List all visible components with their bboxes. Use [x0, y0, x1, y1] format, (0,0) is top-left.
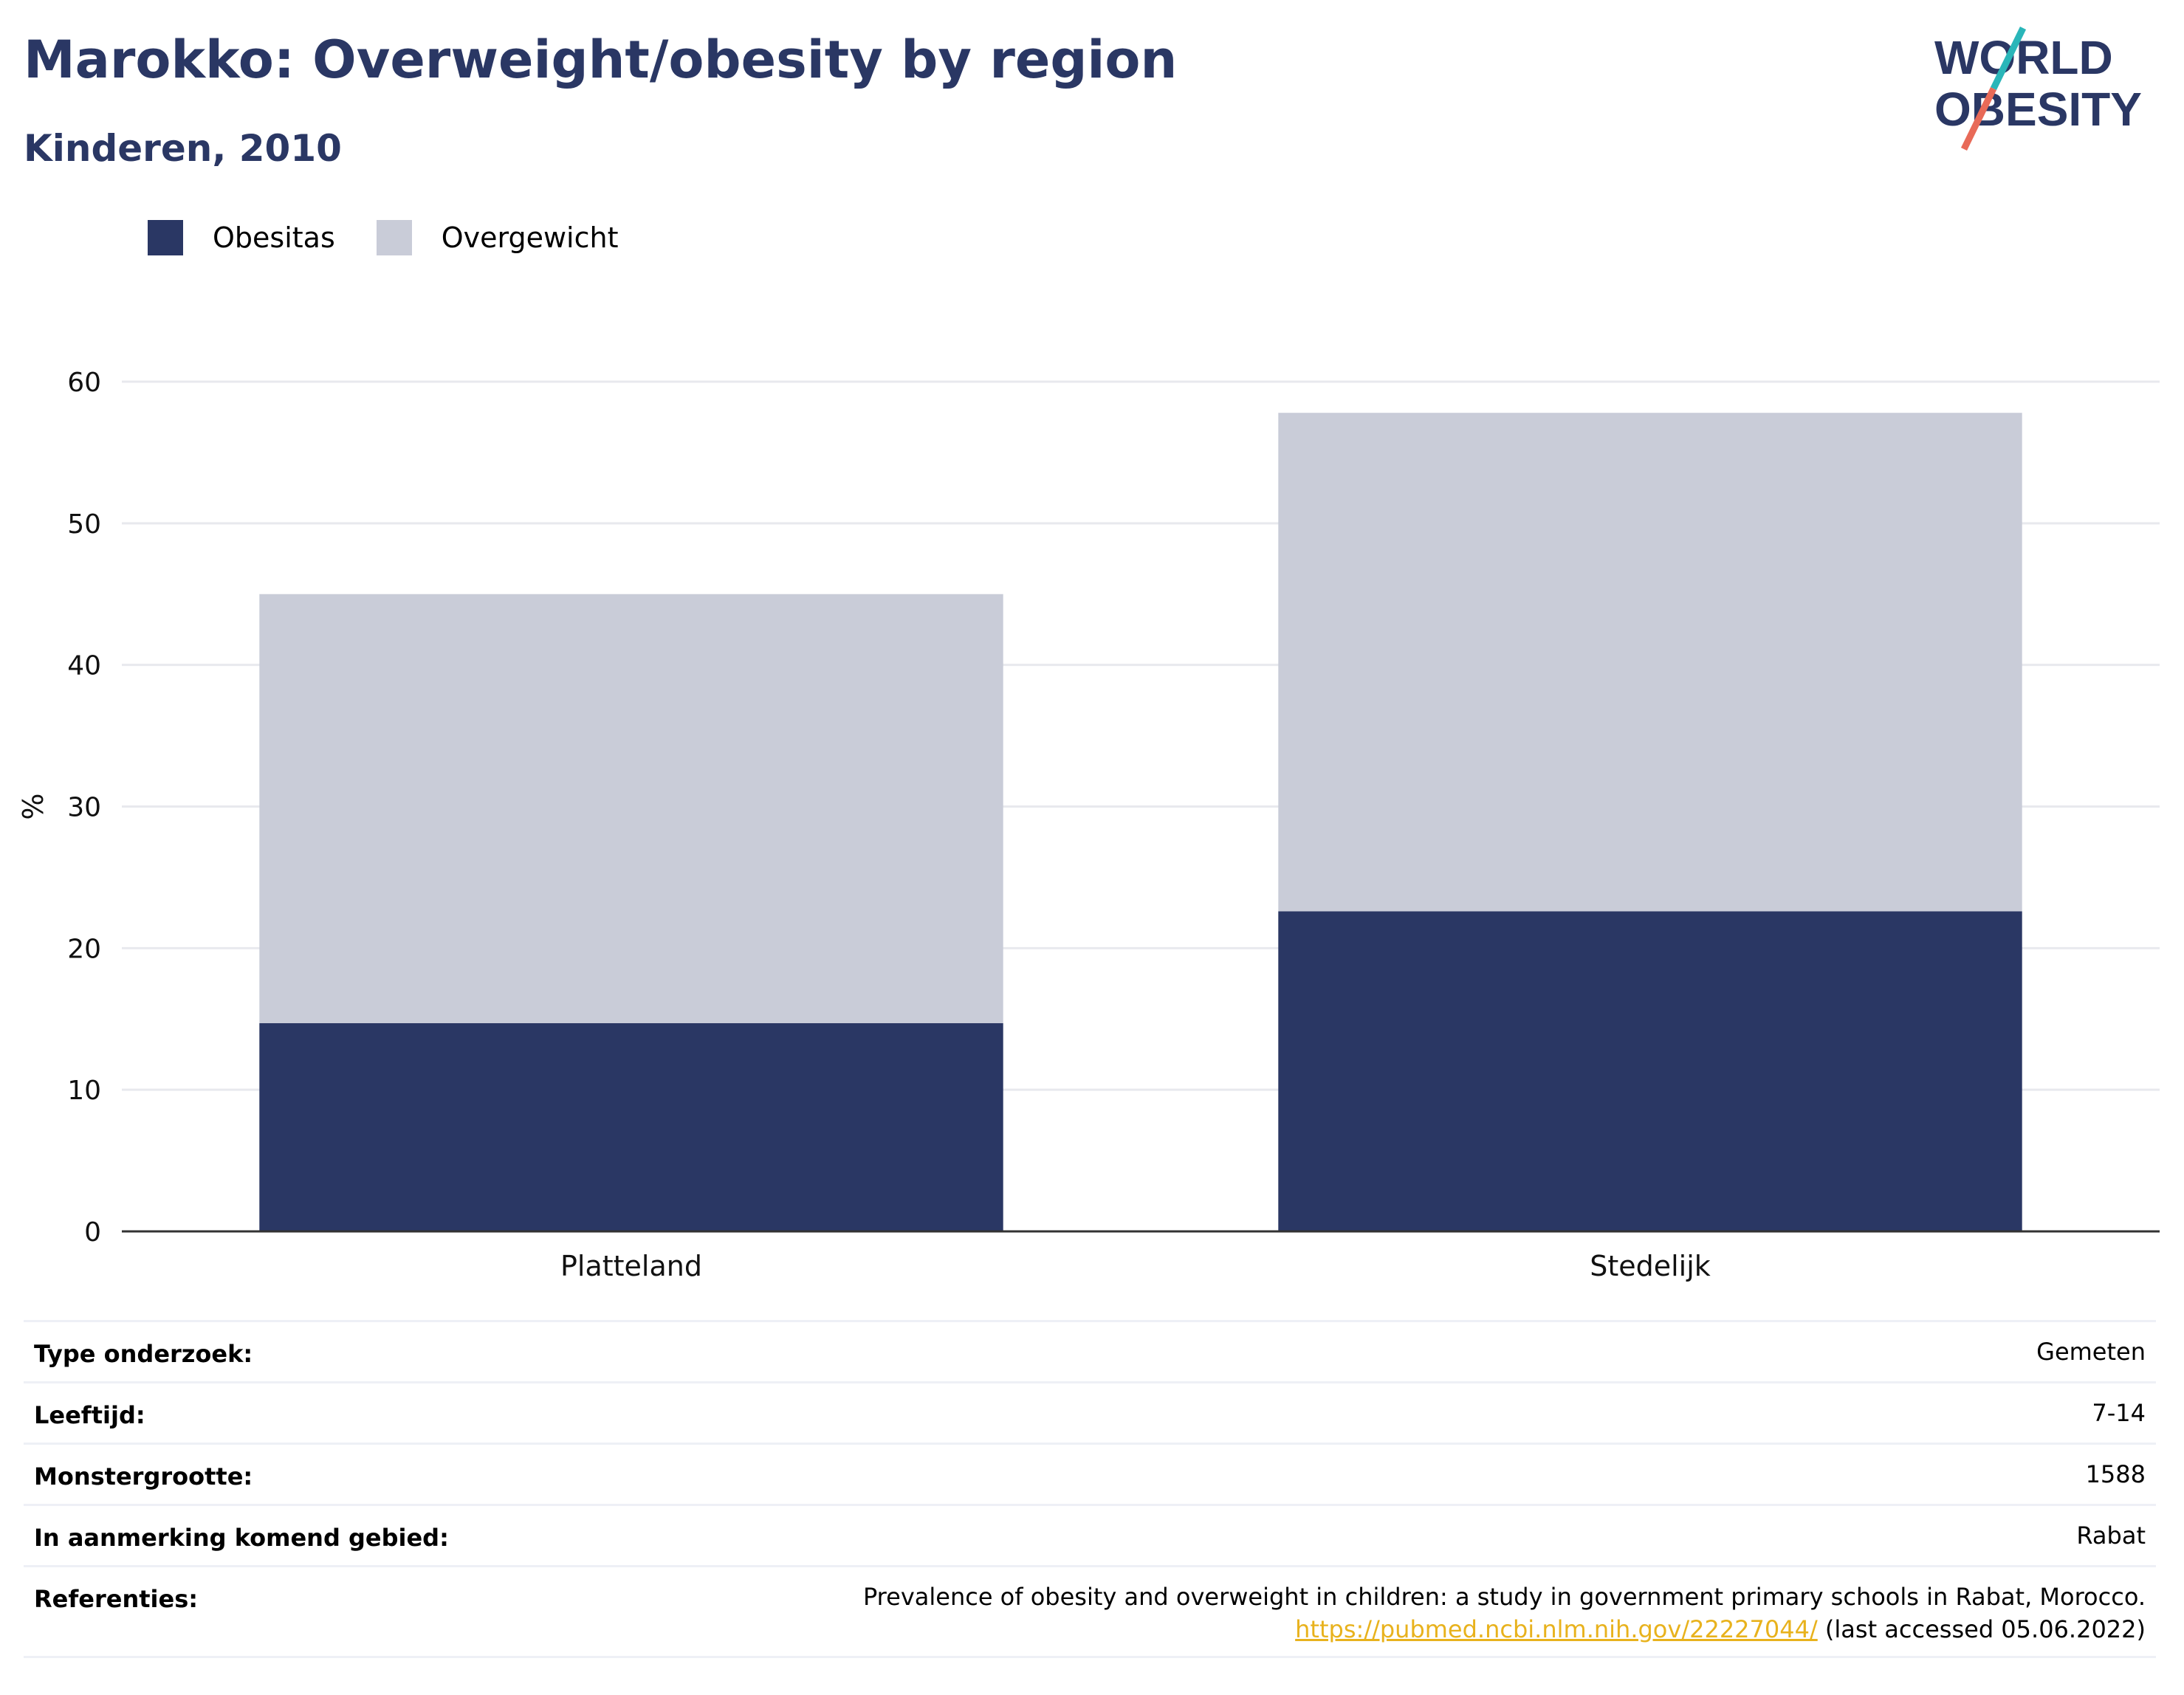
info-label-type: Type onderzoek: — [34, 1340, 253, 1368]
info-row-references: Referenties: Prevalence of obesity and o… — [24, 1565, 2156, 1658]
info-value-references: Prevalence of obesity and overweight in … — [863, 1581, 2146, 1646]
legend-item-overgewicht[interactable]: Overgewicht — [376, 220, 619, 255]
info-row-type: Type onderzoek: Gemeten — [24, 1320, 2156, 1381]
logo-accent-coral — [1960, 87, 1997, 151]
logo-line2: OBESITY — [1934, 83, 2142, 136]
bar-obesitas-platteland — [259, 1023, 1003, 1231]
legend-swatch-obesitas — [148, 220, 183, 255]
y-axis-label: % — [17, 793, 49, 819]
y-tick-label: 0 — [84, 1217, 101, 1248]
y-tick-label: 20 — [67, 934, 101, 964]
x-tick-label: Platteland — [560, 1250, 702, 1282]
info-label-area: In aanmerking komend gebied: — [34, 1524, 449, 1552]
reference-accessed: (last accessed 05.06.2022) — [1824, 1615, 2146, 1643]
y-tick-label: 60 — [67, 368, 101, 398]
info-row-age: Leeftijd: 7-14 — [24, 1381, 2156, 1443]
info-value-type: Gemeten — [2036, 1338, 2146, 1366]
info-table: Type onderzoek: Gemeten Leeftijd: 7-14 M… — [24, 1320, 2156, 1658]
info-value-area: Rabat — [2076, 1522, 2146, 1550]
legend-item-obesitas[interactable]: Obesitas — [148, 220, 335, 255]
legend-label-overgewicht: Overgewicht — [441, 221, 619, 254]
bar-overgewicht-stedelijk — [1278, 413, 2022, 912]
logo-accent-teal — [1990, 27, 2027, 90]
info-value-sample: 1588 — [2085, 1460, 2146, 1488]
info-row-area: In aanmerking komend gebied: Rabat — [24, 1504, 2156, 1565]
y-tick-label: 50 — [67, 509, 101, 540]
stacked-bar-chart: 0 10 20 30 40 50 60 Platteland Stedelijk% — [17, 368, 2160, 1282]
y-tick-label: 30 — [67, 793, 101, 823]
bar-obesitas-stedelijk — [1278, 911, 2022, 1231]
info-row-sample: Monstergrootte: 1588 — [24, 1443, 2156, 1504]
logo-line1: WORLD — [1934, 31, 2113, 84]
info-value-age: 7-14 — [2092, 1399, 2146, 1427]
y-tick-label: 10 — [67, 1076, 101, 1106]
reference-link[interactable]: https://pubmed.ncbi.nlm.nih.gov/22227044… — [1295, 1615, 1818, 1643]
info-label-sample: Monstergrootte: — [34, 1462, 253, 1491]
info-label-references: Referenties: — [34, 1585, 199, 1613]
info-label-age: Leeftijd: — [34, 1401, 145, 1429]
legend-label-obesitas: Obesitas — [213, 221, 335, 254]
chart-subtitle: Kinderen, 2010 — [24, 127, 342, 170]
world-obesity-logo: WORLD OBESITY — [1934, 27, 2142, 151]
legend: Obesitas Overgewicht — [148, 220, 660, 255]
legend-swatch-overgewicht — [376, 220, 412, 255]
reference-text: Prevalence of obesity and overweight in … — [862, 1583, 2146, 1611]
bar-overgewicht-platteland — [259, 594, 1003, 1024]
x-tick-label: Stedelijk — [1590, 1250, 1711, 1282]
chart-title: Marokko: Overweight/obesity by region — [24, 30, 1178, 90]
y-tick-label: 40 — [67, 651, 101, 681]
